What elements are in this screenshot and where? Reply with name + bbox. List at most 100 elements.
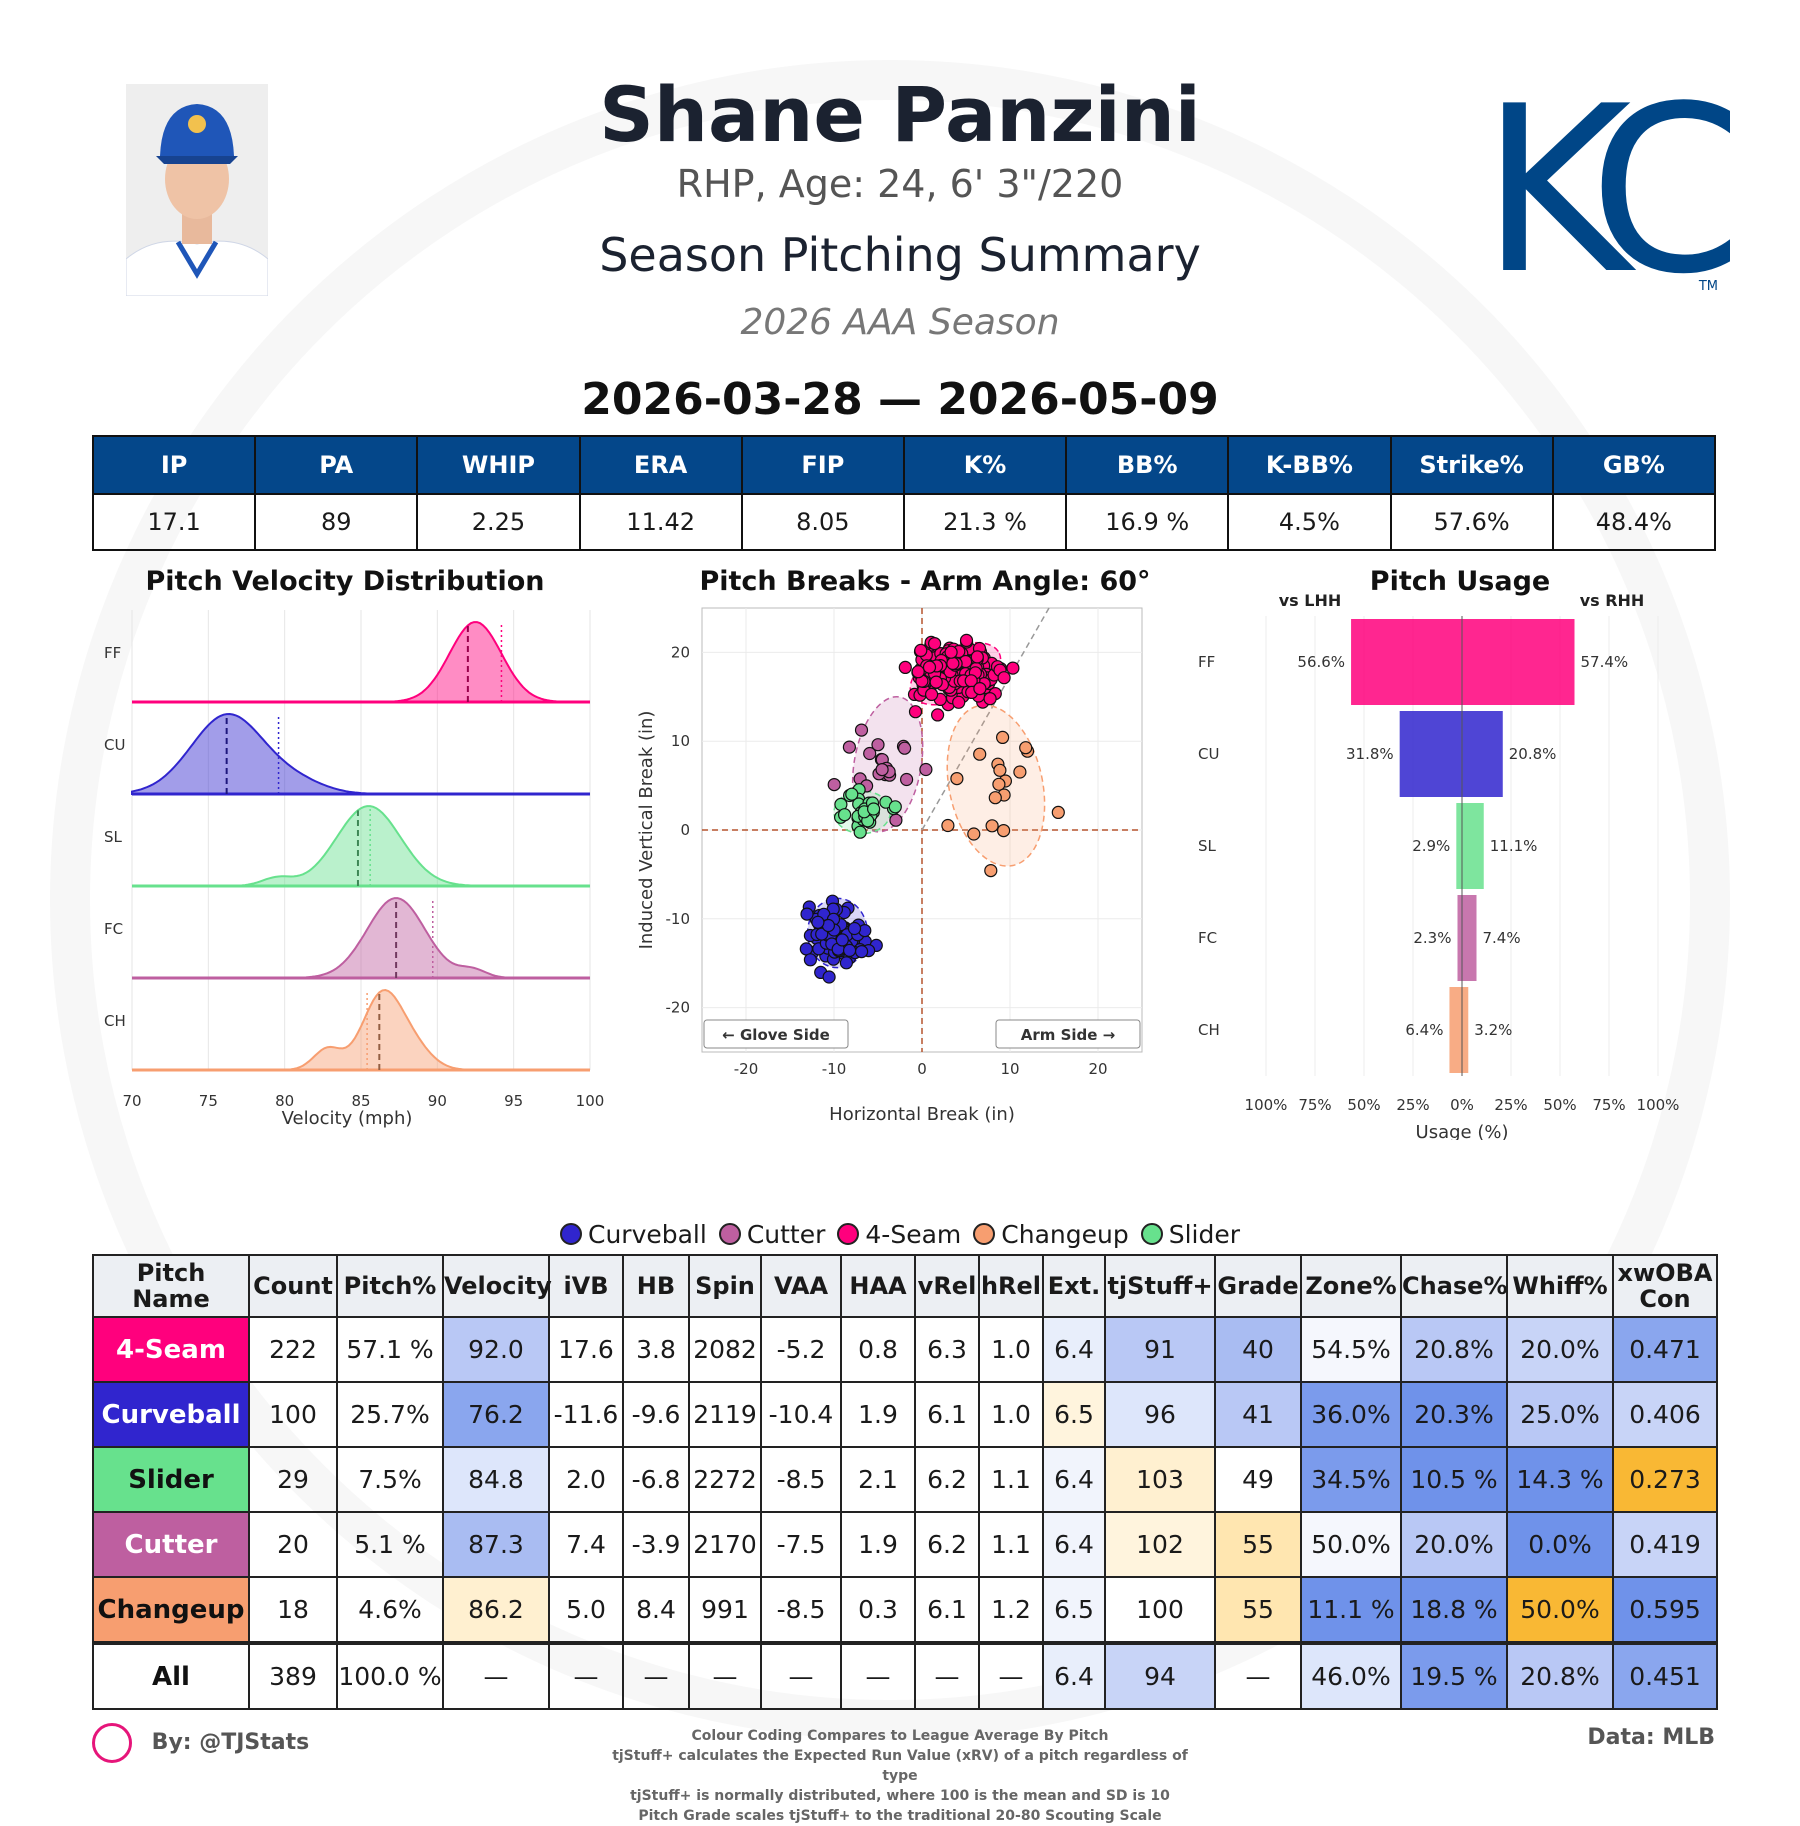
season-label: 2026 AAA Season <box>740 302 1060 343</box>
stat-value: 16.9 % <box>1065 493 1230 551</box>
pitch-table-header: HB <box>622 1254 690 1318</box>
team-logo-tm: TM <box>1698 279 1718 294</box>
velocity-tick-label: 95 <box>504 1092 523 1110</box>
player-photo <box>126 84 268 296</box>
breaks-point <box>973 681 987 696</box>
pitch-metric-cell: 46.0% <box>1300 1642 1402 1710</box>
pitch-metric-cell: -7.5 <box>760 1511 842 1578</box>
pitch-metric-cell: 0.419 <box>1612 1511 1718 1578</box>
usage-tick-label: 100% <box>1637 1096 1680 1114</box>
pitch-metric-cell: 1.0 <box>978 1316 1044 1383</box>
pitch-table-header: tjStuff+ <box>1104 1254 1216 1318</box>
pitch-table-header: Pitch% <box>336 1254 444 1318</box>
pitch-table-header: Velocity <box>442 1254 552 1318</box>
usage-category-label: FF <box>1198 653 1215 671</box>
breaks-point <box>800 907 814 921</box>
pitch-metric-cell: 17.6 <box>548 1316 624 1383</box>
velocity-tick-label: 90 <box>428 1092 447 1110</box>
pitch-metric-cell: 0.451 <box>1612 1642 1718 1710</box>
breaks-point <box>931 708 945 722</box>
pitch-name-cell: All <box>92 1642 250 1710</box>
pitch-metric-cell: 19.5 % <box>1400 1642 1508 1710</box>
usage-right-label: vs RHH <box>1580 591 1645 610</box>
stat-header: BB% <box>1065 435 1230 495</box>
pitch-table-header: Spin <box>688 1254 762 1318</box>
stat-value: 4.5% <box>1227 493 1392 551</box>
pitch-metric-cell: 2082 <box>688 1316 762 1383</box>
usage-bar-lhh <box>1399 711 1462 797</box>
velocity-tick-label: 100 <box>576 1092 605 1110</box>
breaks-point <box>944 645 958 659</box>
breaks-point <box>875 763 889 777</box>
pitch-metric-cell: 5.0 <box>548 1576 624 1644</box>
usage-value-rhh: 20.8% <box>1509 745 1557 763</box>
usage-left-label: vs LHH <box>1279 591 1342 610</box>
legend-label: Curveball <box>587 1220 707 1249</box>
pitch-metric-cell: 2.1 <box>840 1446 916 1513</box>
legend-swatch-icon <box>559 1223 582 1245</box>
pitch-metric-cell: 49 <box>1214 1446 1302 1513</box>
pitch-table-header: HAA <box>840 1254 916 1318</box>
pitch-table-header: Count <box>248 1254 338 1318</box>
breaks-point <box>815 927 829 941</box>
pitch-metric-cell: 2272 <box>688 1446 762 1513</box>
summary-title: Season Pitching Summary <box>599 228 1201 282</box>
pitch-table-header: vRel <box>914 1254 980 1318</box>
pitch-metric-cell: -5.2 <box>760 1316 842 1383</box>
breaks-point <box>919 762 933 777</box>
pitch-metric-cell: -3.9 <box>622 1511 690 1578</box>
breaks-xtick-label: 10 <box>1000 1060 1019 1078</box>
usage-tick-label: 25% <box>1494 1096 1527 1114</box>
legend-item: Slider <box>1140 1220 1240 1249</box>
pitch-metric-cell: -9.6 <box>622 1381 690 1448</box>
breaks-point <box>983 692 997 706</box>
pitch-metric-cell: 20.0% <box>1506 1316 1614 1383</box>
pitch-metric-cell: 6.4 <box>1042 1316 1106 1383</box>
glove-side-label: ← Glove Side <box>722 1026 830 1044</box>
pitch-table-header: xwOBA Con <box>1612 1254 1718 1318</box>
breaks-ytick-label: 0 <box>680 821 690 839</box>
pitch-metric-cell: 18 <box>248 1576 338 1644</box>
velocity-tick-label: 75 <box>199 1092 218 1110</box>
usage-category-label: CH <box>1198 1021 1220 1039</box>
breaks-point <box>855 945 869 959</box>
pitch-metric-cell: -8.5 <box>760 1576 842 1644</box>
pitch-metric-cell: 6.2 <box>914 1511 980 1578</box>
table-row: Changeup 18 4.6% 86.2 5.0 8.4 991 -8.5 0.3 6.1 1.2… <box>92 1576 1718 1644</box>
pitch-metric-cell: -10.4 <box>760 1381 842 1448</box>
pitch-metric-cell: 11.1 % <box>1300 1576 1402 1644</box>
usage-bar-lhh <box>1449 987 1462 1073</box>
pitch-metric-cell: 103 <box>1104 1446 1216 1513</box>
legend-label: 4-Seam <box>865 1220 962 1249</box>
pitch-metric-cell: 0.0% <box>1506 1511 1614 1578</box>
pitch-metric-cell: 55 <box>1214 1511 1302 1578</box>
usage-value-rhh: 11.1% <box>1490 837 1538 855</box>
pitch-metric-cell: 54.5% <box>1300 1316 1402 1383</box>
breaks-point <box>853 825 867 839</box>
breaks-point <box>925 687 939 702</box>
pitch-table-header: iVB <box>548 1254 624 1318</box>
pitch-metric-cell: 2119 <box>688 1381 762 1448</box>
pitch-metric-cell: — <box>622 1642 690 1710</box>
team-logo: KC TM <box>1481 58 1768 325</box>
breaks-xaxis-label: Horizontal Break (in) <box>829 1104 1015 1125</box>
legend-label: Slider <box>1168 1220 1240 1249</box>
pitch-table-header: hRel <box>978 1254 1044 1318</box>
velocity-tick-label: 80 <box>275 1092 294 1110</box>
pitch-metric-cell: 1.9 <box>840 1511 916 1578</box>
breaks-point <box>839 956 853 970</box>
breaks-point <box>871 738 885 752</box>
pitch-name-cell: Curveball <box>92 1381 250 1448</box>
stat-value: 17.1 <box>91 493 257 551</box>
legend-swatch-icon <box>1140 1223 1163 1245</box>
pitch-metric-cell: 6.3 <box>914 1316 980 1383</box>
legend-swatch-icon <box>837 1223 860 1245</box>
pitch-metric-cell: 6.5 <box>1042 1381 1106 1448</box>
breaks-xtick-label: -20 <box>734 1060 759 1078</box>
stat-value: 21.3 % <box>902 493 1068 551</box>
breaks-xtick-label: -10 <box>822 1060 847 1078</box>
table-row: Cutter 20 5.1 % 87.3 7.4 -3.9 2170 -7.5 1.9 6.2 1.… <box>92 1511 1718 1578</box>
pitch-metric-cell: 41 <box>1214 1381 1302 1448</box>
pitch-name-cell: 4-Seam <box>92 1316 250 1383</box>
pitch-table-header: Chase% <box>1400 1254 1508 1318</box>
